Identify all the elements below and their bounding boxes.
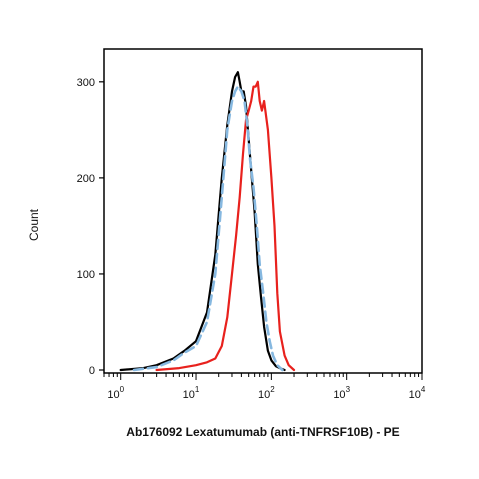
x-axis-title: Ab176092 Lexatumumab (anti-TNFRSF10B) - … <box>126 425 399 439</box>
series-line-2 <box>155 80 296 372</box>
y-tick-label: 200 <box>77 173 95 185</box>
x-tick-label: 103 <box>333 385 350 401</box>
series-line-1 <box>119 71 286 372</box>
x-axis: 100 101 102 103 104 <box>103 373 426 401</box>
series-line-3 <box>132 85 284 372</box>
y-tick-label: 100 <box>77 269 95 281</box>
series-layer <box>119 71 296 372</box>
plot-frame <box>103 48 423 374</box>
y-tick-label: 300 <box>77 77 95 89</box>
plot-border <box>103 48 423 374</box>
y-tick-label: 0 <box>89 365 95 377</box>
y-axis-title: Count <box>27 208 41 241</box>
x-tick-label: 102 <box>258 385 275 401</box>
x-tick-label: 104 <box>409 385 426 401</box>
y-axis: 0 100 200 300 <box>77 77 104 377</box>
x-tick-label: 101 <box>183 385 200 401</box>
x-tick-label: 100 <box>107 385 124 401</box>
